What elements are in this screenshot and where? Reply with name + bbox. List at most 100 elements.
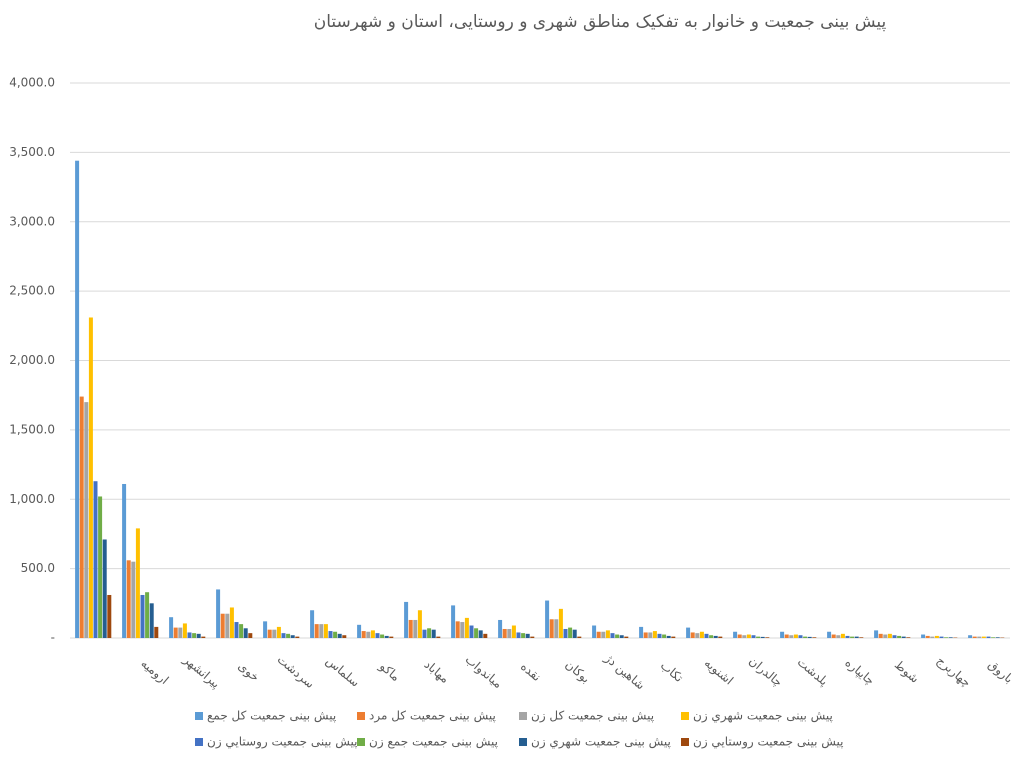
bar <box>366 631 371 638</box>
bar <box>460 622 465 638</box>
bar <box>718 636 723 638</box>
bar <box>897 635 902 638</box>
bar <box>930 636 935 638</box>
y-tick-label: 2,000.0 <box>9 353 55 367</box>
bar <box>310 610 315 638</box>
bar <box>986 636 991 638</box>
x-tick-label: میاندواب <box>462 652 505 692</box>
bar <box>178 627 183 638</box>
bar <box>789 635 794 638</box>
bar <box>968 635 973 638</box>
bar <box>380 634 385 638</box>
bar <box>337 633 342 638</box>
bar <box>977 636 982 638</box>
bar <box>451 605 456 638</box>
bar <box>464 617 469 638</box>
bar <box>295 636 300 638</box>
bar <box>370 630 375 638</box>
bar <box>498 619 503 638</box>
bar <box>624 636 629 638</box>
bar <box>737 634 742 638</box>
bar <box>746 634 751 638</box>
bar <box>149 603 154 638</box>
bar <box>408 619 413 638</box>
bar <box>793 634 798 638</box>
bar <box>384 635 389 638</box>
bar <box>88 317 93 638</box>
bar <box>972 636 977 638</box>
x-tick-label: سلماس <box>323 654 363 691</box>
legend-label: پیش بینی جمعیت کل زن <box>531 709 654 724</box>
bar <box>709 635 714 638</box>
y-tick-label: 4,000.0 <box>9 76 55 90</box>
bar <box>807 636 812 638</box>
bar <box>455 621 460 638</box>
bar <box>592 625 597 638</box>
bar <box>733 631 738 638</box>
bar <box>549 619 554 638</box>
legend-label: پیش بینی جمعیت کل جمع <box>207 709 336 724</box>
bar <box>478 630 483 638</box>
bar <box>79 396 84 638</box>
legend-swatch <box>195 738 203 746</box>
bar <box>558 608 563 638</box>
bar <box>615 634 620 638</box>
bar <box>126 560 131 638</box>
bar <box>831 634 836 638</box>
x-tick-label: خوی <box>235 659 262 685</box>
bar <box>742 635 747 638</box>
bar <box>784 634 789 638</box>
bar <box>173 627 178 638</box>
bar <box>107 594 112 638</box>
bar <box>196 633 201 638</box>
bar <box>328 631 333 638</box>
x-tick-label: ارومیه <box>138 656 172 688</box>
legend-label: پیش بینی جمعیت جمع زن <box>369 735 498 750</box>
bar <box>827 631 832 638</box>
bar <box>596 631 601 638</box>
y-tick-label: 2,500.0 <box>9 284 55 298</box>
bar <box>483 633 488 638</box>
bar <box>686 627 691 638</box>
bar <box>404 601 409 638</box>
bar <box>75 160 80 638</box>
legend-swatch <box>519 712 527 720</box>
bar <box>263 621 268 638</box>
bar <box>427 628 432 638</box>
legend-swatch <box>195 712 203 720</box>
bar <box>530 636 535 638</box>
bar <box>840 633 845 638</box>
x-tick-label: پلدشت <box>795 655 831 689</box>
y-tick-label: 500.0 <box>21 561 55 575</box>
bar <box>243 628 248 638</box>
bar <box>921 634 926 638</box>
x-tick-label: شوط <box>891 657 922 686</box>
bar <box>765 637 770 638</box>
x-tick-label: چهاربرج <box>933 653 973 690</box>
bar <box>135 528 140 638</box>
bar <box>417 610 422 638</box>
bar <box>239 624 244 638</box>
bar <box>154 626 159 638</box>
bar <box>798 635 803 638</box>
bar <box>192 633 197 638</box>
bar <box>413 619 418 638</box>
bar <box>850 636 855 638</box>
legend-label: پیش بینی جمعیت شهري زن <box>531 735 671 750</box>
bar <box>267 629 272 638</box>
bar <box>845 635 850 638</box>
bar <box>601 631 606 638</box>
bar <box>780 631 785 638</box>
bar <box>281 633 286 638</box>
bar <box>760 636 765 638</box>
y-tick-label: 1,000.0 <box>9 492 55 506</box>
bar <box>577 636 582 638</box>
bar <box>671 636 676 638</box>
legend-swatch <box>681 712 689 720</box>
x-tick-label: پیرانشهر <box>179 652 222 692</box>
x-tick-label: سردشت <box>274 652 317 692</box>
bar <box>216 589 221 638</box>
bar <box>859 637 864 638</box>
bar <box>225 613 230 638</box>
